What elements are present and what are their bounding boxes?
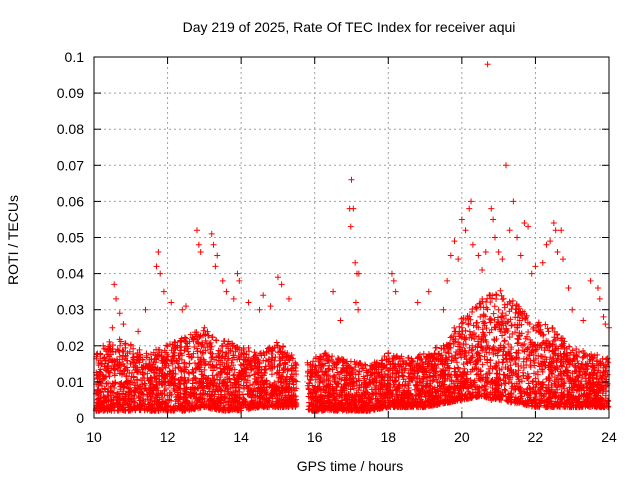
chart-title: Day 219 of 2025, Rate Of TEC Index for r… [183,19,516,35]
